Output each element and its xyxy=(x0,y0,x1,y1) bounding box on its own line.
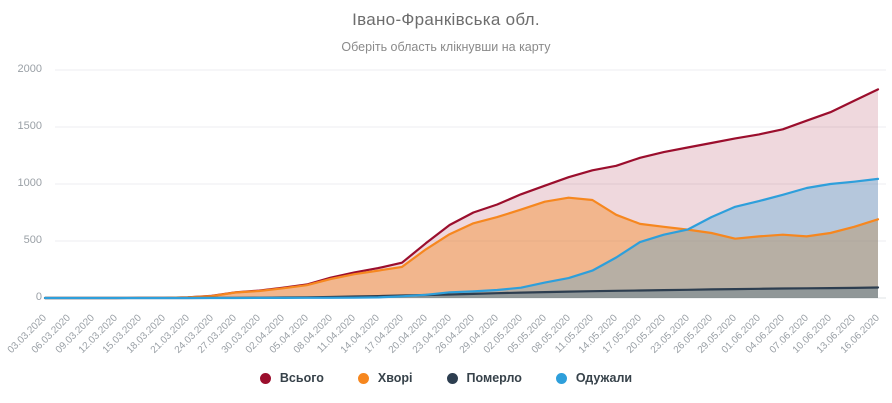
series-line-recovered xyxy=(43,177,880,300)
legend-label: Померло xyxy=(466,371,522,385)
y-axis-tick-label: 1500 xyxy=(17,120,42,132)
legend-item-sick[interactable]: Хворі xyxy=(357,371,413,385)
legend-item-recovered[interactable]: Одужали xyxy=(555,371,633,385)
legend-item-total[interactable]: Всього xyxy=(259,371,324,385)
y-axis-tick-label: 2000 xyxy=(17,63,42,75)
legend-dot-icon xyxy=(555,372,567,384)
series-area-sick xyxy=(45,197,878,298)
legend-dot-icon xyxy=(357,372,369,384)
series-area-total xyxy=(45,89,878,299)
legend-dot-icon xyxy=(446,372,458,384)
legend-label: Хворі xyxy=(377,371,413,385)
y-axis-tick-label: 0 xyxy=(35,291,42,303)
y-axis-tick-label: 1000 xyxy=(17,177,42,189)
legend-label: Всього xyxy=(279,371,324,385)
chart-legend: Всього Хворі Померло Одужали xyxy=(0,371,892,385)
legend-label: Одужали xyxy=(575,371,633,385)
y-axis-tick-label: 500 xyxy=(23,234,42,246)
page-subtitle: Оберіть область клікнувши на карту xyxy=(341,40,551,54)
page-title: Івано-Франківська обл. xyxy=(352,10,540,29)
legend-item-died[interactable]: Померло xyxy=(446,371,522,385)
legend-dot-icon xyxy=(259,372,271,384)
series-area-recovered xyxy=(45,178,878,298)
